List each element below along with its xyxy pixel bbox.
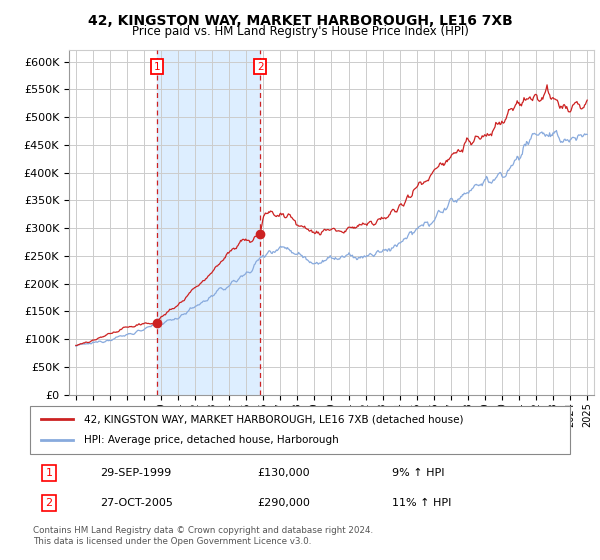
Text: 29-SEP-1999: 29-SEP-1999 (100, 468, 172, 478)
Text: 27-OCT-2005: 27-OCT-2005 (100, 498, 173, 508)
Text: Price paid vs. HM Land Registry's House Price Index (HPI): Price paid vs. HM Land Registry's House … (131, 25, 469, 38)
Text: 42, KINGSTON WAY, MARKET HARBOROUGH, LE16 7XB: 42, KINGSTON WAY, MARKET HARBOROUGH, LE1… (88, 14, 512, 28)
Text: 42, KINGSTON WAY, MARKET HARBOROUGH, LE16 7XB (detached house): 42, KINGSTON WAY, MARKET HARBOROUGH, LE1… (84, 414, 464, 424)
FancyBboxPatch shape (30, 406, 570, 454)
Text: Contains HM Land Registry data © Crown copyright and database right 2024.
This d: Contains HM Land Registry data © Crown c… (33, 526, 373, 546)
Text: 2: 2 (257, 62, 263, 72)
Bar (157, 50, 260, 395)
Text: 1: 1 (46, 468, 52, 478)
Text: £290,000: £290,000 (257, 498, 310, 508)
Text: 1: 1 (154, 62, 160, 72)
Text: 9% ↑ HPI: 9% ↑ HPI (392, 468, 444, 478)
Text: 11% ↑ HPI: 11% ↑ HPI (392, 498, 451, 508)
Text: 2: 2 (46, 498, 52, 508)
Text: £130,000: £130,000 (257, 468, 310, 478)
Text: HPI: Average price, detached house, Harborough: HPI: Average price, detached house, Harb… (84, 435, 339, 445)
